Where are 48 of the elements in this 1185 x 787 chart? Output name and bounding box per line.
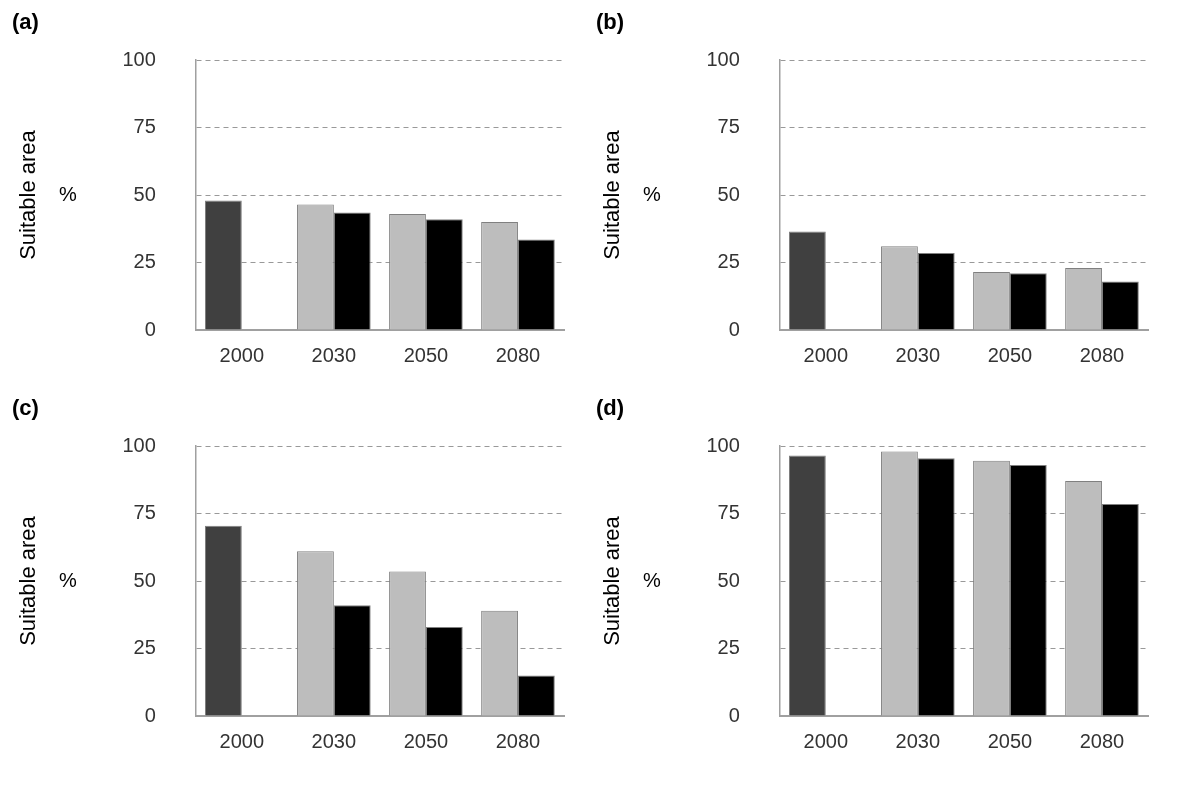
y-tick-label: 75: [133, 501, 156, 524]
text: %: [59, 182, 78, 205]
y-tick-label: 100: [706, 433, 740, 456]
x-tick-label: 2080: [495, 343, 541, 366]
y-tick-label: 25: [717, 636, 740, 659]
x-tick-label: 2030: [311, 343, 357, 366]
y-axis-title: Suitable area: [599, 515, 625, 646]
chart-title: (a): [12, 9, 39, 35]
y-tick-label: 75: [717, 501, 740, 524]
y-tick-label: 50: [133, 568, 156, 591]
y-tick-label: 0: [728, 703, 740, 726]
y-tick-label: 100: [122, 433, 156, 456]
y-tick-label: 100: [706, 47, 740, 70]
y-tick-label: 0: [728, 317, 740, 340]
text: %: [643, 182, 662, 205]
y-tick-label: 50: [133, 182, 156, 205]
y-axis-title: Suitable area: [15, 515, 41, 646]
y-tick-label: 50: [717, 182, 740, 205]
chart-title: (d): [596, 395, 625, 421]
y-tick-label: 75: [717, 115, 740, 138]
text: %: [643, 568, 662, 591]
x-tick-label: 2050: [987, 729, 1033, 752]
y-tick-label: 0: [144, 317, 156, 340]
x-tick-label: 2050: [987, 343, 1033, 366]
x-tick-label: 2050: [403, 343, 449, 366]
x-tick-label: 2000: [219, 729, 265, 752]
y-tick-label: 25: [133, 250, 156, 273]
y-tick-label: 75: [133, 115, 156, 138]
text: %: [59, 568, 78, 591]
y-tick-label: 50: [717, 568, 740, 591]
x-tick-label: 2000: [219, 343, 265, 366]
x-tick-label: 2030: [895, 729, 941, 752]
x-tick-label: 2030: [895, 343, 941, 366]
y-axis-title: Suitable area: [599, 129, 625, 260]
x-tick-label: 2000: [803, 343, 849, 366]
x-tick-label: 2080: [1079, 343, 1125, 366]
x-tick-label: 2030: [311, 729, 357, 752]
y-tick-label: 0: [144, 703, 156, 726]
chart-title: (c): [12, 395, 39, 421]
y-tick-label: 25: [133, 636, 156, 659]
y-tick-label: 25: [717, 250, 740, 273]
y-axis-title: Suitable area: [15, 129, 41, 260]
x-tick-label: 2050: [403, 729, 449, 752]
chart-title: (b): [596, 9, 625, 35]
x-tick-label: 2000: [803, 729, 849, 752]
x-tick-label: 2080: [495, 729, 541, 752]
y-tick-label: 100: [122, 47, 156, 70]
x-tick-label: 2080: [1079, 729, 1125, 752]
